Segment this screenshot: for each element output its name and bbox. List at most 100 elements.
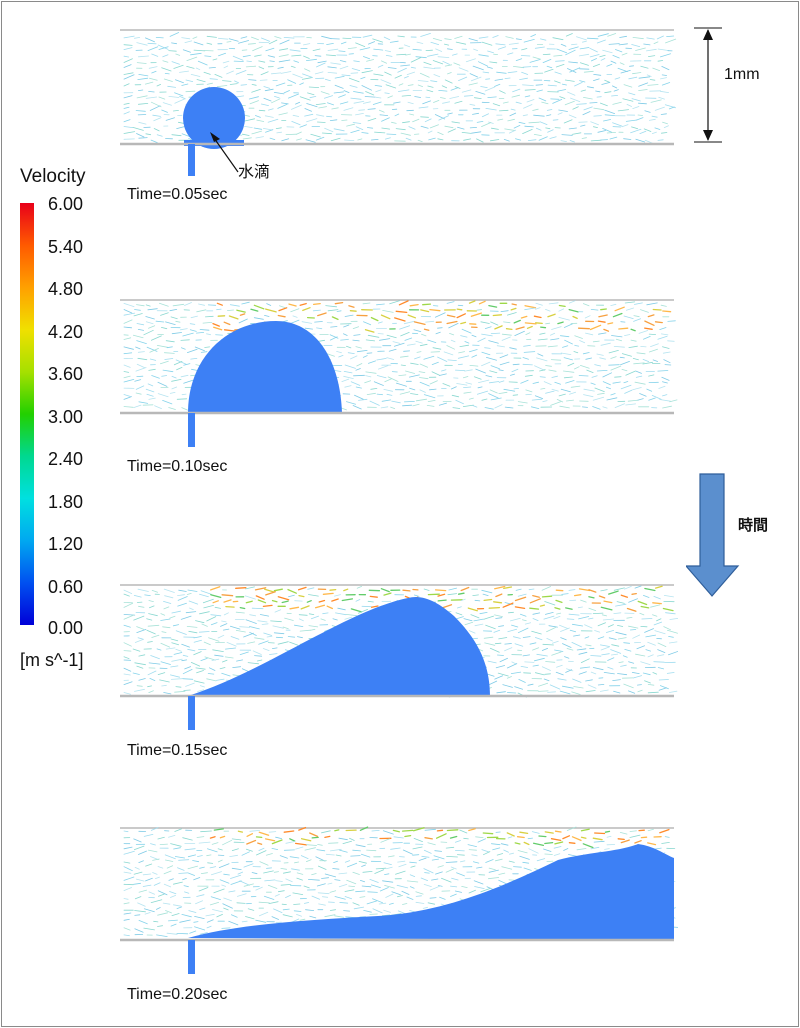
velocity-vector [485,108,497,111]
velocity-vector [153,117,162,122]
velocity-vector [522,129,533,134]
velocity-vector [538,136,548,141]
velocity-vector [467,607,478,612]
velocity-vector [220,623,228,627]
velocity-vector [134,688,145,692]
legend-tick: 5.40 [48,237,84,257]
velocity-vector [230,874,242,879]
velocity-vector [492,314,503,317]
velocity-vector [275,82,286,87]
velocity-vector [353,60,360,63]
velocity-vector [271,916,280,920]
velocity-vector [610,303,617,307]
velocity-vector [350,129,360,133]
velocity-vector [178,859,190,861]
velocity-vector [350,608,363,613]
velocity-vector [311,895,321,900]
velocity-vector [424,837,433,840]
velocity-vector [388,902,394,905]
velocity-vector [175,686,182,688]
velocity-vector [608,350,619,354]
velocity-vector [334,879,341,881]
velocity-vector [593,78,600,81]
velocity-vector [304,847,316,851]
velocity-vector [367,600,374,603]
velocity-vector [157,672,166,675]
velocity-vector [638,330,649,334]
velocity-vector [423,328,430,331]
velocity-vector [210,896,221,900]
velocity-vector [249,631,257,636]
velocity-vector [417,80,429,82]
velocity-vector [480,887,492,893]
velocity-vector [135,110,146,112]
velocity-vector [630,339,637,342]
velocity-vector [521,71,529,75]
velocity-vector [481,351,491,356]
velocity-vector [387,376,399,382]
velocity-vector [353,906,365,910]
velocity-vector [171,642,179,646]
velocity-vector [240,36,248,39]
velocity-vector [222,659,228,663]
velocity-vector [255,850,267,856]
velocity-vector [494,325,503,330]
velocity-vector [298,826,307,831]
velocity-vector [419,72,430,78]
time-label-1: Time=0.05sec [127,186,228,203]
velocity-vector [654,585,663,589]
velocity-vector [148,600,154,603]
velocity-vector [174,690,186,693]
velocity-vector [647,842,657,846]
velocity-vector [481,113,490,118]
velocity-vector [342,37,352,40]
velocity-vector [509,347,517,350]
velocity-vector [638,82,649,87]
velocity-vector [181,133,190,137]
velocity-vector [464,621,474,626]
velocity-vector [147,670,157,676]
velocity-vector [481,398,488,401]
velocity-vector [375,89,382,93]
velocity-vector [498,637,508,640]
velocity-vector [182,49,191,53]
velocity-vector [358,861,367,864]
velocity-vector [660,304,667,307]
velocity-vector [296,872,304,875]
velocity-vector [523,841,530,846]
velocity-vector [479,612,488,615]
velocity-vector [145,96,157,99]
velocity-vector [442,604,453,609]
velocity-vector [322,612,329,615]
velocity-vector [631,672,640,674]
velocity-vector [446,345,456,350]
velocity-vector [374,85,383,87]
velocity-vector [262,604,273,608]
velocity-vector [633,362,645,365]
velocity-vector [644,628,654,633]
velocity-vector [123,35,135,39]
velocity-vector [481,122,492,127]
velocity-vector [559,690,571,695]
velocity-vector [332,618,338,621]
velocity-vector [647,641,656,646]
velocity-vector [504,643,512,645]
velocity-vector [199,593,209,598]
velocity-vector [615,338,623,342]
velocity-vector [558,308,565,312]
velocity-vector [541,595,553,598]
velocity-vector [565,607,573,610]
velocity-vector [640,605,650,609]
velocity-vector [199,932,208,935]
velocity-vector [427,130,433,134]
velocity-vector [621,369,628,372]
water-inlet [188,144,195,176]
velocity-vector [432,37,443,42]
velocity-vector [317,865,327,870]
velocity-vector [564,100,575,106]
velocity-vector [499,657,509,663]
velocity-vector [402,404,413,407]
velocity-vector [201,623,208,627]
velocity-vector [358,398,368,401]
velocity-vector [507,611,514,614]
